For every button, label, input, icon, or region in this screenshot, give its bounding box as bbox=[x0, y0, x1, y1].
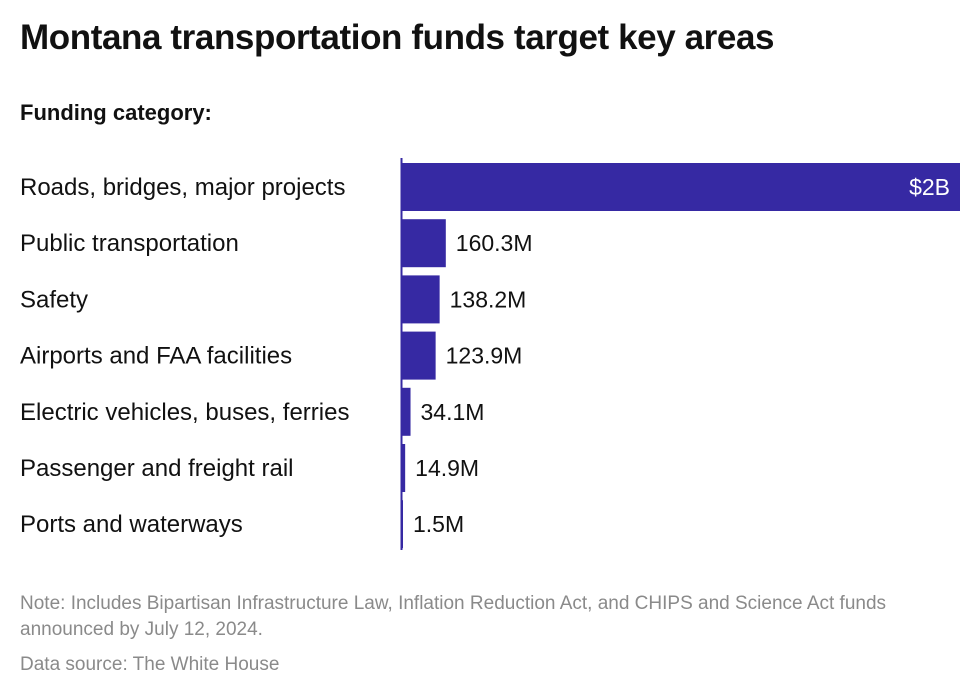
labels-layer: Roads, bridges, major projects $2B Public … bbox=[20, 174, 950, 538]
category-label: Passenger and freight rail bbox=[20, 455, 294, 482]
category-label: Airports and FAA facilities bbox=[20, 343, 292, 370]
bar bbox=[401, 275, 440, 324]
bar bbox=[401, 163, 960, 211]
value-label: 1.5M bbox=[413, 511, 464, 537]
category-label: Safety bbox=[20, 286, 88, 313]
value-label: 34.1M bbox=[421, 399, 485, 425]
chart-note: Note: Includes Bipartisan Infrastructure… bbox=[20, 593, 887, 640]
value-label: 138.2M bbox=[450, 286, 527, 312]
bar-chart: Roads, bridges, major projects $2B Public … bbox=[20, 158, 960, 550]
category-label: Public transportation bbox=[20, 230, 239, 257]
category-label: Electric vehicles, buses, ferries bbox=[20, 399, 349, 426]
value-label: 123.9M bbox=[446, 343, 523, 369]
category-label: Roads, bridges, major projects bbox=[20, 174, 345, 201]
category-label: Ports and waterways bbox=[20, 511, 243, 538]
chart-title: Montana transportation funds target key … bbox=[20, 18, 775, 57]
category-header: Funding category: bbox=[20, 100, 212, 125]
bar bbox=[401, 219, 446, 268]
value-label: $2B bbox=[909, 174, 950, 200]
bar bbox=[401, 444, 406, 492]
value-label: 160.3M bbox=[456, 230, 533, 256]
bar bbox=[401, 331, 436, 380]
bar bbox=[401, 387, 411, 436]
bars-layer bbox=[401, 163, 960, 549]
data-source: Data source: The White House bbox=[20, 654, 280, 675]
value-label: 14.9M bbox=[415, 455, 479, 481]
